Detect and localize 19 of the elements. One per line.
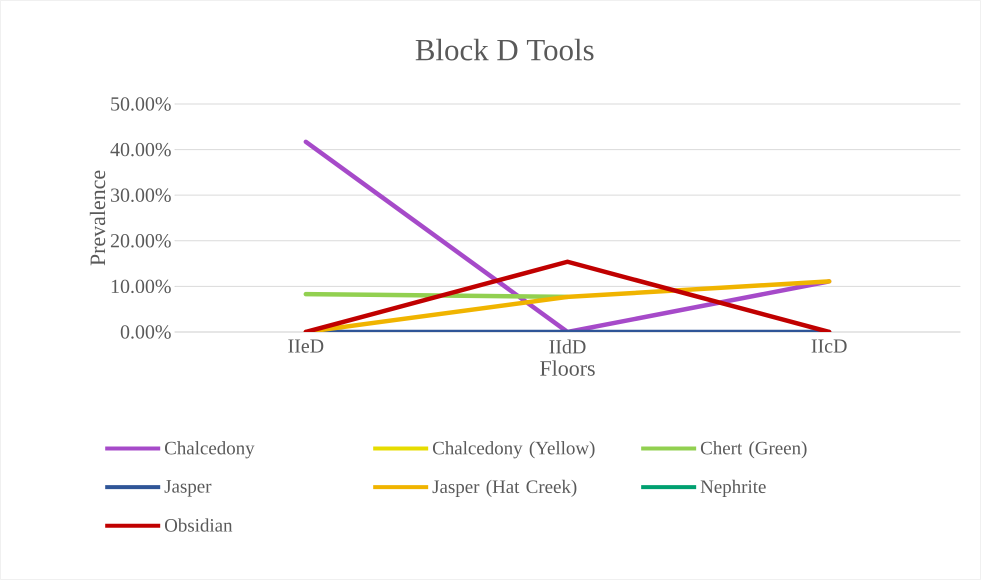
legend-label: Nephrite: [700, 480, 766, 497]
y-tick-label: 30.00%: [111, 188, 171, 202]
legend-label: Jasper (Hat Creek): [432, 480, 576, 497]
legend-label: Jasper: [164, 480, 212, 497]
legend-label: Obsidian: [164, 518, 232, 532]
y-tick-label: 10.00%: [112, 280, 171, 294]
legend-label: Chalcedony (Yellow): [432, 441, 595, 458]
legend-label: Chert (Green): [700, 441, 807, 458]
x-tick-label: IIdD: [549, 340, 586, 354]
x-tick-label: IIeD: [288, 340, 324, 353]
y-axis-title: Prevalence: [90, 170, 106, 266]
x-tick-label: IIcD: [812, 340, 847, 353]
y-tick-label: 50.00%: [111, 97, 171, 111]
y-tick-label: 40.00%: [110, 142, 171, 156]
y-tick-label: 0.00%: [120, 325, 171, 339]
x-axis-title: Floors: [540, 360, 595, 376]
chart-title: Block D Tools: [416, 38, 594, 60]
y-tick-label: 20.00%: [110, 234, 171, 248]
legend-label: Chalcedony: [164, 441, 255, 458]
